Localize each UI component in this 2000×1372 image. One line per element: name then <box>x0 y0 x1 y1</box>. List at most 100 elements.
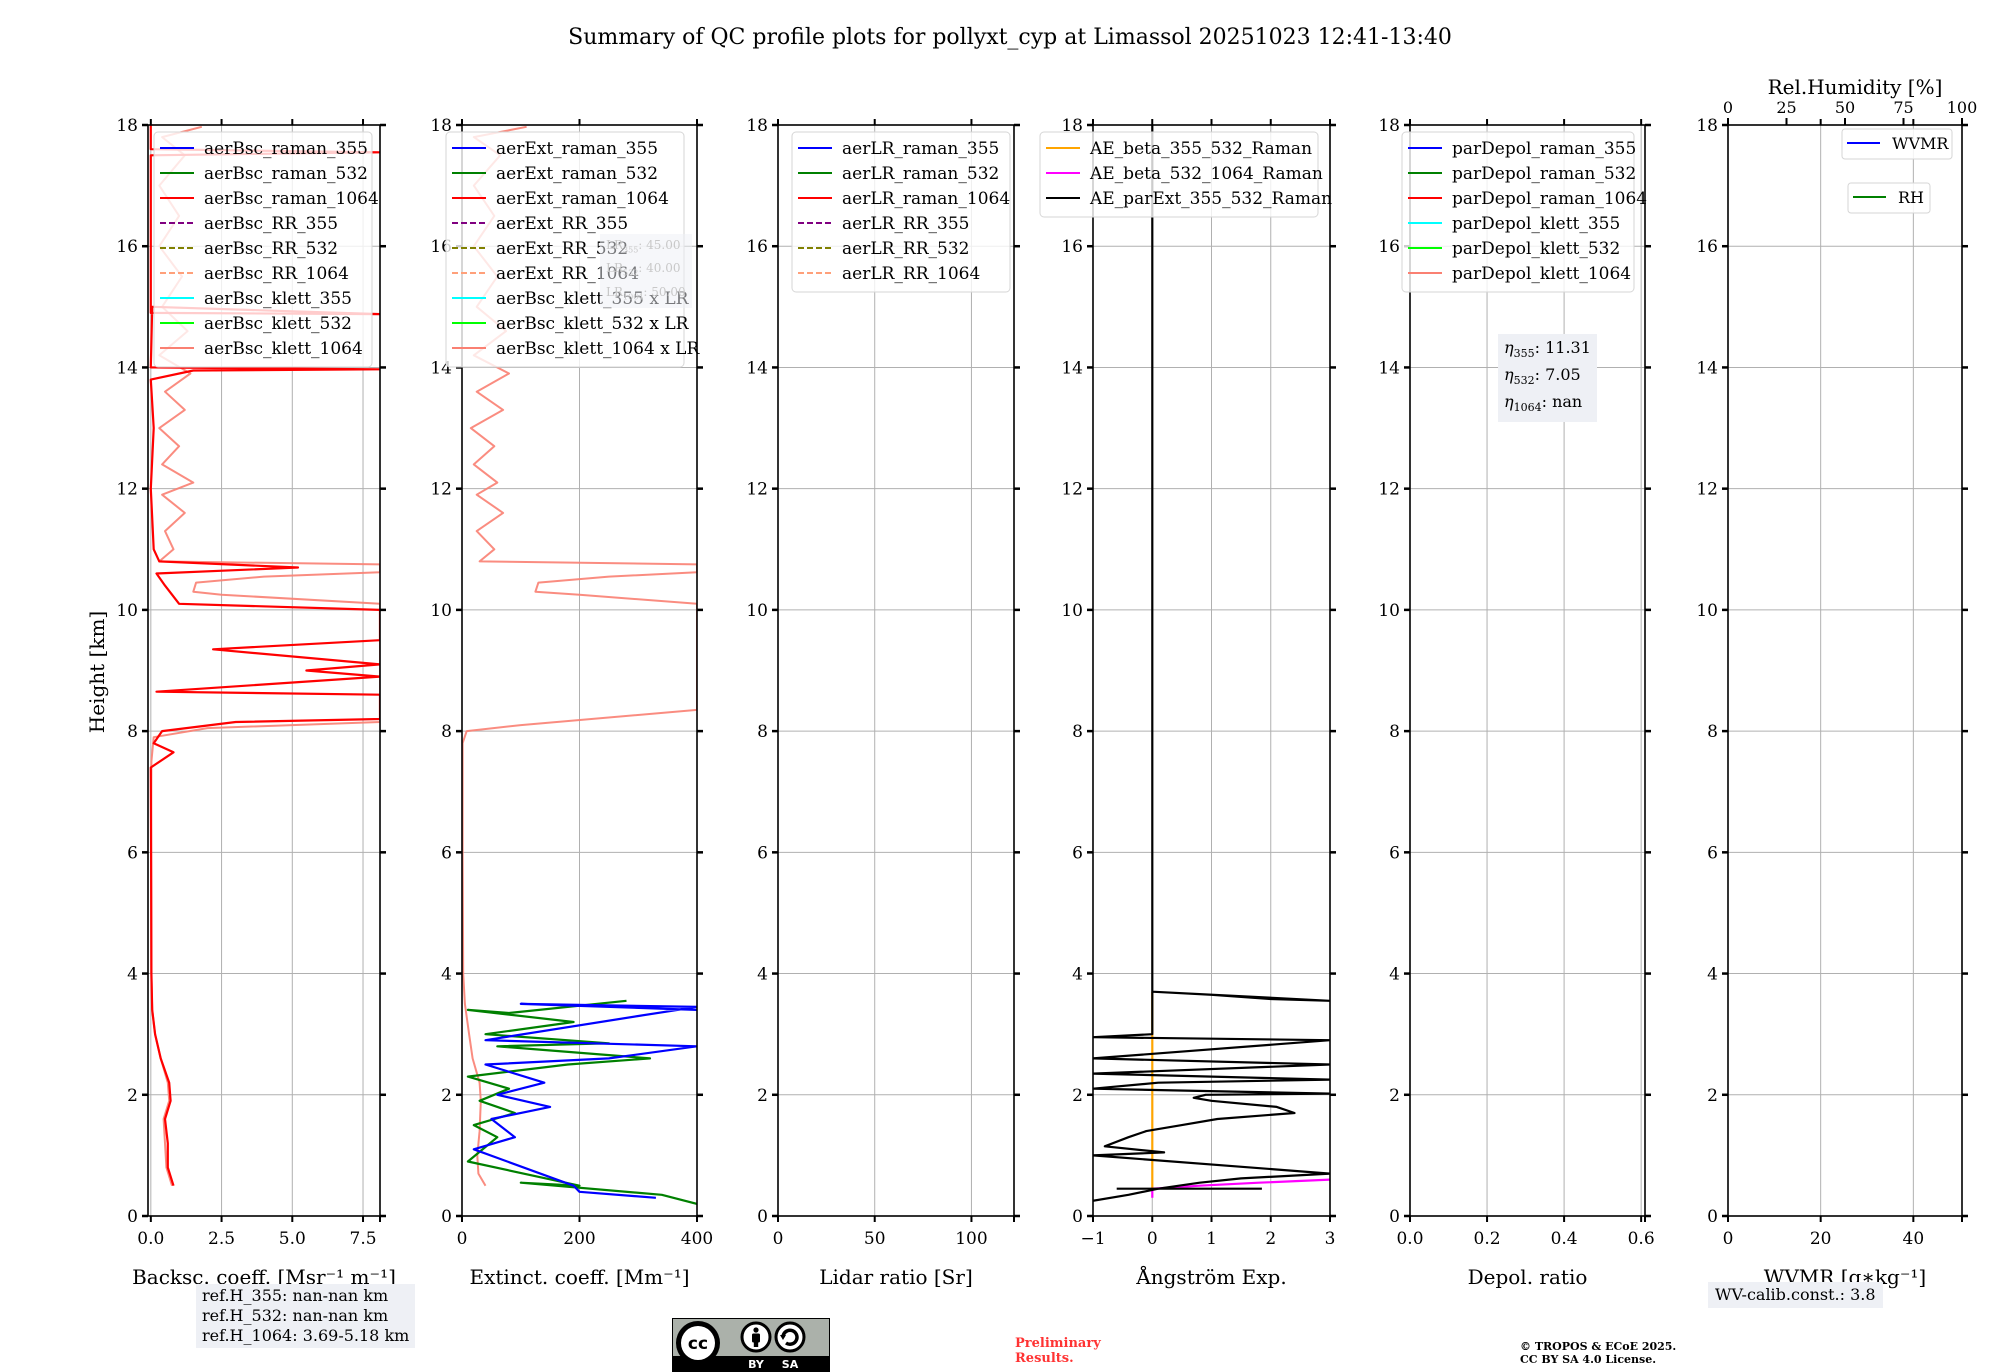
x-axis-label: Lidar ratio [Sr] <box>819 1265 973 1289</box>
y-tick-label: 0 <box>1072 1207 1083 1227</box>
top-x-tick-label: 50 <box>1835 98 1855 117</box>
y-tick-label: 10 <box>430 601 452 621</box>
legend-label: aerBsc_klett_532 x LR <box>496 314 690 334</box>
y-tick-label: 14 <box>1061 358 1083 378</box>
legend-label: aerBsc_RR_355 <box>204 214 338 234</box>
x-tick-label: 0.0 <box>137 1229 164 1249</box>
x-tick-label: 400 <box>681 1229 713 1249</box>
eta-1064-value: nan <box>1552 392 1583 412</box>
y-tick-label: 0 <box>1707 1207 1718 1227</box>
legend-box <box>153 131 373 368</box>
cc-label: cc <box>688 1334 708 1354</box>
y-tick-label: 8 <box>757 722 768 742</box>
x-tick-label: 40 <box>1903 1229 1925 1249</box>
top-x-tick-label: 75 <box>1893 98 1913 117</box>
top-x-axis-label: Rel.Humidity [%] <box>1768 75 1943 99</box>
y-tick-label: 8 <box>127 722 138 742</box>
legend-label: parDepol_raman_1064 <box>1452 189 1647 209</box>
series-AE_parExt_355_532_Raman <box>1093 125 1330 1202</box>
preliminary-line-1: Preliminary <box>1015 1336 1101 1351</box>
y-tick-label: 2 <box>1072 1086 1083 1106</box>
y-tick-label: 14 <box>116 358 138 378</box>
eta-355-value: 11.31 <box>1545 338 1591 357</box>
y-tick-label: 2 <box>1707 1086 1718 1106</box>
legend-wvmr: WVMR <box>1841 128 1953 160</box>
y-tick-label: 2 <box>757 1086 768 1106</box>
legend-box <box>1401 131 1635 293</box>
legend-label: aerLR_RR_532 <box>842 239 969 259</box>
eta-1064: η1064: nan <box>1504 392 1583 415</box>
legend-rh: RH <box>1847 182 1931 214</box>
y-tick-label: 16 <box>746 237 768 257</box>
copyright-line-1: © TROPOS & ECoE 2025. <box>1520 1340 1677 1353</box>
legend-box <box>791 131 1011 293</box>
y-tick-label: 4 <box>1072 965 1083 985</box>
sa-share-alike-icon <box>774 1321 806 1353</box>
y-tick-label: 16 <box>1378 237 1400 257</box>
y-tick-label: 12 <box>1378 480 1400 500</box>
legend-label: aerLR_raman_355 <box>842 139 999 159</box>
wv-calibration-box: WV-calib.const.: 3.8 <box>1708 1282 1883 1308</box>
y-tick-label: 2 <box>127 1086 138 1106</box>
legend-label: aerExt_raman_532 <box>496 164 658 184</box>
x-tick-label: 0.6 <box>1628 1229 1655 1249</box>
y-tick-label: 0 <box>757 1207 768 1227</box>
x-tick-label: 0.0 <box>1396 1229 1423 1249</box>
legend-label: aerExt_raman_1064 <box>496 189 669 209</box>
y-tick-label: 4 <box>1389 965 1400 985</box>
lr-355-value: 45.00 <box>646 238 681 252</box>
y-tick-label: 14 <box>746 358 768 378</box>
y-tick-label: 6 <box>441 843 452 863</box>
legend-label: aerLR_raman_1064 <box>842 189 1010 209</box>
legend-label: aerExt_RR_532 <box>496 239 628 259</box>
legend-label: parDepol_raman_532 <box>1452 164 1636 184</box>
y-tick-label: 16 <box>1061 237 1083 257</box>
legend-label: WVMR <box>1892 134 1949 153</box>
reference-height-box: ref.H_355: nan-nan km ref.H_532: nan-nan… <box>196 1284 416 1348</box>
series-aerExt_raman_532 <box>466 999 697 1205</box>
legend-label: AE_beta_532_1064_Raman <box>1089 164 1323 184</box>
legend-label: parDepol_klett_1064 <box>1452 264 1631 284</box>
x-tick-label: 20 <box>1810 1229 1832 1249</box>
x-tick-label: 0 <box>457 1229 468 1249</box>
y-tick-label: 12 <box>1061 480 1083 500</box>
y-tick-label: 0 <box>441 1207 452 1227</box>
lr-532: LR532: 40.00 <box>606 261 681 278</box>
y-tick-label: 18 <box>1061 116 1083 136</box>
preliminary-line-2: Results. <box>1015 1351 1074 1366</box>
cc-by-sa-badge[interactable]: cc BY SA <box>672 1318 830 1372</box>
x-axis-label: Extinct. coeff. [Mm⁻¹] <box>469 1265 689 1289</box>
y-tick-label: 2 <box>441 1086 452 1106</box>
y-tick-label: 6 <box>1707 843 1718 863</box>
x-tick-label: 2 <box>1265 1229 1276 1249</box>
preliminary-results-note: Preliminary Results. <box>1015 1336 1101 1366</box>
legend-label: aerExt_RR_355 <box>496 214 628 234</box>
legend-label: aerBsc_raman_532 <box>204 164 368 184</box>
y-tick-label: 4 <box>441 965 452 985</box>
y-tick-label: 10 <box>746 601 768 621</box>
lr-532-value: 40.00 <box>646 261 681 276</box>
y-tick-label: 14 <box>1378 358 1400 378</box>
y-tick-label: 0 <box>127 1207 138 1227</box>
x-tick-label: 0 <box>773 1229 784 1249</box>
legend-label: aerBsc_klett_1064 x LR <box>496 339 700 359</box>
series-AE_beta_532_1064_Raman <box>1151 1178 1330 1198</box>
eta-532-value: 7.05 <box>1545 365 1581 385</box>
axes-frame <box>777 124 1015 1217</box>
y-tick-label: 8 <box>1072 722 1083 742</box>
legend-label: AE_parExt_355_532_Raman <box>1089 189 1332 209</box>
lr-355: LR355: 45.00 <box>606 238 681 255</box>
y-tick-label: 10 <box>1378 601 1400 621</box>
x-tick-label: 7.5 <box>350 1229 377 1249</box>
y-tick-label: 12 <box>1696 480 1718 500</box>
x-tick-label: 0.2 <box>1474 1229 1501 1249</box>
legend-label: parDepol_klett_532 <box>1452 239 1620 259</box>
legend-box <box>1841 128 1953 160</box>
y-tick-label: 2 <box>1389 1086 1400 1106</box>
x-axis-label: Depol. ratio <box>1468 1265 1588 1289</box>
y-tick-label: 12 <box>430 480 452 500</box>
x-tick-label: 100 <box>955 1229 987 1249</box>
legend-label: aerBsc_raman_355 <box>204 139 368 159</box>
